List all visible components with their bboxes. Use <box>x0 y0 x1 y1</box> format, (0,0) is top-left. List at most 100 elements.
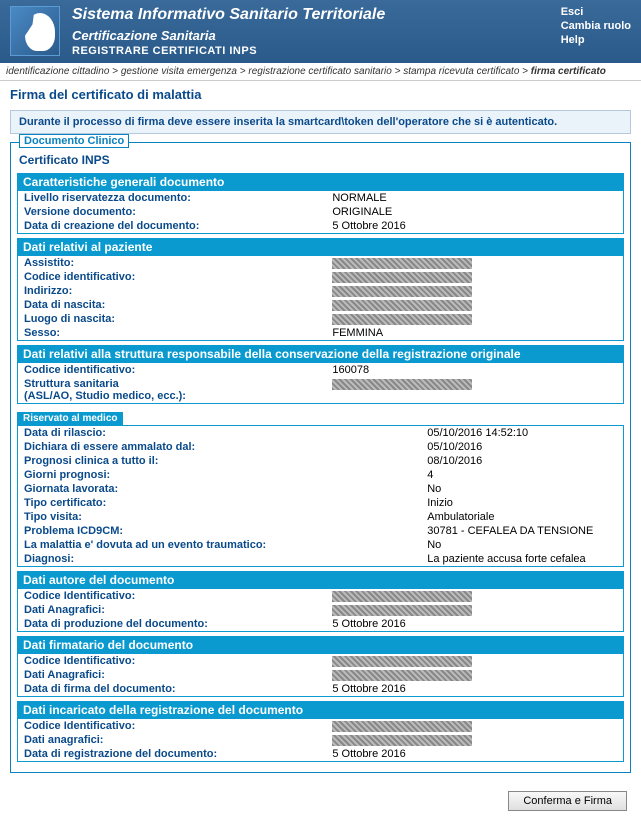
smartcard-notice: Durante il processo di firma deve essere… <box>10 110 631 134</box>
breadcrumb-item[interactable]: identificazione cittadino <box>6 66 109 77</box>
row-value: 5 Ottobre 2016 <box>332 618 617 630</box>
data-row: Dati Anagrafici: <box>18 603 623 617</box>
header-subtitle: Certificazione Sanitaria <box>72 28 561 43</box>
data-row: Dati anagrafici: <box>18 733 623 747</box>
section-header: Dati relativi al paziente <box>17 238 624 256</box>
data-row: Giornata lavorata: No <box>18 482 623 496</box>
row-value: 4 <box>427 469 617 481</box>
data-row: Prognosi clinica a tutto il: 08/10/2016 <box>18 454 623 468</box>
row-label: Dati Anagrafici: <box>24 604 332 616</box>
document-box: Documento Clinico Certificato INPS Carat… <box>10 142 631 773</box>
row-label: Data di rilascio: <box>24 427 427 439</box>
row-value: La paziente accusa forte cefalea <box>427 553 617 565</box>
medical-tab: Riservato al medico <box>17 412 123 425</box>
section-body: Assistito: Codice identificativo: Indiri… <box>17 256 624 341</box>
row-value <box>332 721 472 732</box>
breadcrumb-item[interactable]: gestione visita emergenza <box>121 66 237 77</box>
row-label: Dichiara di essere ammalato dal: <box>24 441 427 453</box>
section-header: Dati incaricato della registrazione del … <box>17 701 624 719</box>
header-title: Sistema Informativo Sanitario Territoria… <box>72 6 561 24</box>
data-row: Struttura sanitaria(ASL/AO, Studio medic… <box>18 377 623 403</box>
header-titles: Sistema Informativo Sanitario Territoria… <box>72 6 561 57</box>
row-label: Diagnosi: <box>24 553 427 565</box>
row-value: Inizio <box>427 497 617 509</box>
row-label: Prognosi clinica a tutto il: <box>24 455 427 467</box>
help-link[interactable]: Help <box>561 34 631 46</box>
breadcrumb-item[interactable]: stampa ricevuta certificato <box>403 66 519 77</box>
data-row: Giorni prognosi: 4 <box>18 468 623 482</box>
row-label: Data di firma del documento: <box>24 683 332 695</box>
row-value: 05/10/2016 14:52:10 <box>427 427 617 439</box>
row-value: FEMMINA <box>332 327 617 339</box>
row-value: 30781 - CEFALEA DA TENSIONE <box>427 525 617 537</box>
data-row: Dati Anagrafici: <box>18 668 623 682</box>
row-value: Ambulatoriale <box>427 511 617 523</box>
row-value <box>332 656 472 667</box>
row-value <box>332 258 472 269</box>
row-label: Data di produzione del documento: <box>24 618 332 630</box>
data-row: Dichiara di essere ammalato dal: 05/10/2… <box>18 440 623 454</box>
breadcrumb-item[interactable]: registrazione certificato sanitario <box>248 66 391 77</box>
section-header: Dati autore del documento <box>17 571 624 589</box>
row-value: ORIGINALE <box>332 206 617 218</box>
data-row: La malattia e' dovuta ad un evento traum… <box>18 538 623 552</box>
row-label: Codice identificativo: <box>24 271 332 283</box>
row-value <box>332 272 472 283</box>
row-value: No <box>427 539 617 551</box>
row-label: Giornata lavorata: <box>24 483 427 495</box>
row-label: Sesso: <box>24 327 332 339</box>
medical-section: Data di rilascio: 05/10/2016 14:52:10 Di… <box>17 425 624 567</box>
row-value <box>332 591 472 602</box>
header-links: Esci Cambia ruolo Help <box>561 6 631 48</box>
breadcrumb: identificazione cittadino > gestione vis… <box>0 63 641 81</box>
data-row: Data di nascita: <box>18 298 623 312</box>
section-header: Dati firmatario del documento <box>17 636 624 654</box>
row-value <box>332 735 472 746</box>
row-value: NORMALE <box>332 192 617 204</box>
row-label: Struttura sanitaria(ASL/AO, Studio medic… <box>24 378 332 402</box>
data-row: Codice Identificativo: <box>18 654 623 668</box>
row-value <box>332 379 472 390</box>
confirm-sign-button[interactable]: Conferma e Firma <box>508 791 627 811</box>
row-label: Versione documento: <box>24 206 332 218</box>
section-body: Codice Identificativo: Dati anagrafici: … <box>17 719 624 762</box>
exit-link[interactable]: Esci <box>561 6 631 18</box>
header-module: REGISTRARE CERTIFICATI INPS <box>72 45 561 57</box>
row-label: Data di creazione del documento: <box>24 220 332 232</box>
data-row: Versione documento: ORIGINALE <box>18 205 623 219</box>
row-label: Codice Identificativo: <box>24 590 332 602</box>
row-label: Tipo certificato: <box>24 497 427 509</box>
section-header: Dati relativi alla struttura responsabil… <box>17 345 624 363</box>
row-label: Data di nascita: <box>24 299 332 311</box>
data-row: Codice identificativo: 160078 <box>18 363 623 377</box>
row-value <box>332 670 472 681</box>
data-row: Sesso: FEMMINA <box>18 326 623 340</box>
row-label: Data di registrazione del documento: <box>24 748 332 760</box>
row-label: Tipo visita: <box>24 511 427 523</box>
app-header: Sistema Informativo Sanitario Territoria… <box>0 0 641 63</box>
data-row: Livello riservatezza documento: NORMALE <box>18 191 623 205</box>
app-logo <box>10 6 60 56</box>
row-label: Problema ICD9CM: <box>24 525 427 537</box>
row-value: 08/10/2016 <box>427 455 617 467</box>
row-label: Codice Identificativo: <box>24 655 332 667</box>
data-row: Tipo certificato: Inizio <box>18 496 623 510</box>
data-row: Data di creazione del documento: 5 Ottob… <box>18 219 623 233</box>
section-body: Codice Identificativo: Dati Anagrafici: … <box>17 654 624 697</box>
footer: Conferma e Firma <box>0 783 641 825</box>
row-label: Dati anagrafici: <box>24 734 332 746</box>
change-role-link[interactable]: Cambia ruolo <box>561 20 631 32</box>
data-row: Problema ICD9CM: 30781 - CEFALEA DA TENS… <box>18 524 623 538</box>
data-row: Codice identificativo: <box>18 270 623 284</box>
row-value: 5 Ottobre 2016 <box>332 748 617 760</box>
row-label: Assistito: <box>24 257 332 269</box>
row-label: Codice identificativo: <box>24 364 332 376</box>
data-row: Data di produzione del documento: 5 Otto… <box>18 617 623 631</box>
section-header: Caratteristiche generali documento <box>17 173 624 191</box>
data-row: Data di rilascio: 05/10/2016 14:52:10 <box>18 426 623 440</box>
breadcrumb-current: firma certificato <box>531 66 606 77</box>
row-value: 5 Ottobre 2016 <box>332 220 617 232</box>
document-box-label: Documento Clinico <box>19 134 129 148</box>
data-row: Indirizzo: <box>18 284 623 298</box>
row-value <box>332 286 472 297</box>
